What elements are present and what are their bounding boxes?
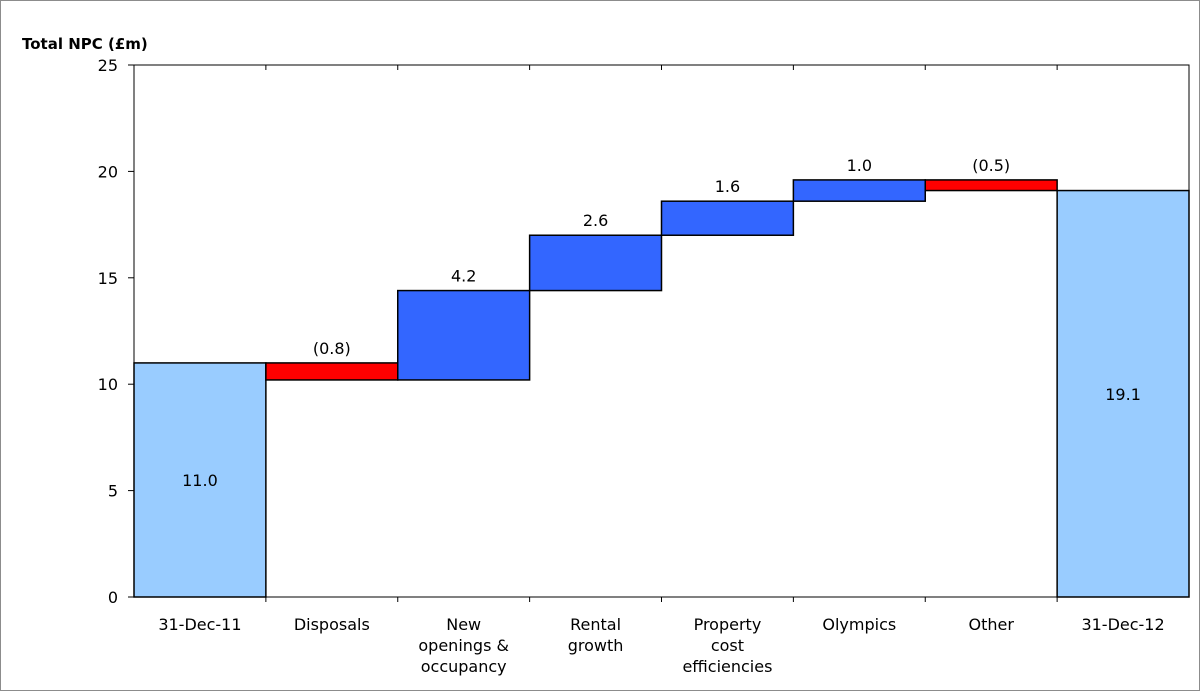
- y-tick-label: 0: [108, 588, 118, 607]
- x-tick-label: Other: [968, 615, 1014, 634]
- x-tick-label-line: Property: [694, 615, 762, 634]
- x-tick-label: Olympics: [822, 615, 896, 634]
- x-tick-label-line: 31-Dec-11: [158, 615, 241, 634]
- plot-area: [133, 64, 1190, 598]
- x-tick-label: New openings & occupancy: [418, 615, 509, 676]
- data-label: 19.1: [1105, 385, 1141, 404]
- data-label: 11.0: [182, 471, 218, 490]
- x-tick-label-line: growth: [568, 636, 624, 655]
- bar-increase: [397, 289, 531, 381]
- x-tick-label-line: Olympics: [822, 615, 896, 634]
- data-label: 1.0: [847, 156, 872, 175]
- bar-increase: [528, 234, 663, 292]
- data-label: (0.5): [972, 156, 1010, 175]
- x-tick-label-line: occupancy: [421, 657, 507, 676]
- bar-decrease: [265, 362, 399, 381]
- bar-decrease: [924, 179, 1058, 192]
- x-tick-label-line: cost: [711, 636, 744, 655]
- bar-total: [133, 362, 267, 598]
- data-label: 1.6: [715, 177, 740, 196]
- bar-increase: [792, 179, 926, 202]
- x-tick-label: 31-Dec-12: [1081, 615, 1164, 634]
- x-tick-label-line: openings &: [418, 636, 509, 655]
- data-label: 4.2: [451, 267, 476, 286]
- y-tick-label: 10: [98, 375, 118, 394]
- y-tick-label: 20: [98, 162, 118, 181]
- y-axis-title: Total NPC (£m): [22, 35, 148, 53]
- bar-increase: [660, 200, 795, 236]
- x-tick-label-line: 31-Dec-12: [1081, 615, 1164, 634]
- x-tick-label-line: New: [446, 615, 481, 634]
- data-label: (0.8): [313, 339, 351, 358]
- x-tick-label-line: Other: [968, 615, 1014, 634]
- y-tick-label: 15: [98, 269, 118, 288]
- x-tick-label: 31-Dec-11: [158, 615, 241, 634]
- x-tick-label-line: efficiencies: [682, 657, 772, 676]
- y-tick-label: 25: [98, 56, 118, 75]
- x-tick-label: Rental growth: [568, 615, 624, 655]
- x-tick-label: Property cost efficiencies: [682, 615, 772, 676]
- x-tick-label: Disposals: [294, 615, 370, 634]
- data-label: 2.6: [583, 211, 608, 230]
- x-tick-label-line: Disposals: [294, 615, 370, 634]
- y-tick-label: 5: [108, 482, 118, 501]
- bar-total: [1056, 189, 1190, 598]
- x-tick-label-line: Rental: [570, 615, 621, 634]
